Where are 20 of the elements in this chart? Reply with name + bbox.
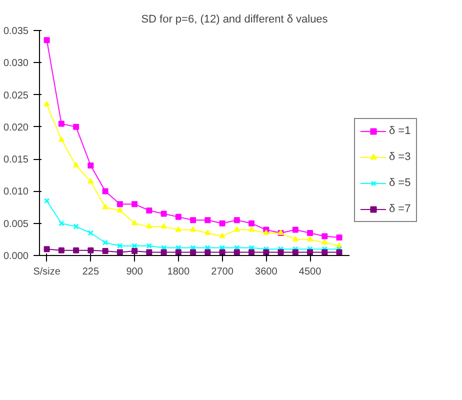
legend-label: δ =7 — [389, 202, 411, 216]
legend-label: δ =5 — [389, 176, 411, 190]
y-tick-label: 0.025 — [3, 90, 29, 102]
x-tick-label: 225 — [82, 266, 100, 278]
x-tick-label: 3600 — [255, 266, 278, 278]
y-tick-label: 0.035 — [3, 26, 29, 37]
legend-label: δ =1 — [389, 124, 411, 138]
y-tick-label: 0.030 — [3, 58, 29, 70]
y-tick-label: 0.000 — [3, 251, 29, 262]
x-tick-label: 2700 — [211, 266, 234, 278]
chart-title: SD for p=6, (12) and different δ values — [141, 14, 328, 26]
y-tick-label: 0.020 — [3, 122, 29, 134]
y-tick-label: 0.005 — [3, 218, 29, 230]
y-tick-label: 0.010 — [3, 186, 29, 198]
x-tick-label: 1800 — [167, 266, 190, 278]
x-tick-label: 900 — [126, 266, 144, 278]
y-tick-label: 0.015 — [3, 154, 29, 166]
x-tick-label: S/size — [33, 266, 61, 278]
legend-label: δ =3 — [389, 150, 411, 164]
x-tick-label: 4500 — [298, 266, 322, 278]
